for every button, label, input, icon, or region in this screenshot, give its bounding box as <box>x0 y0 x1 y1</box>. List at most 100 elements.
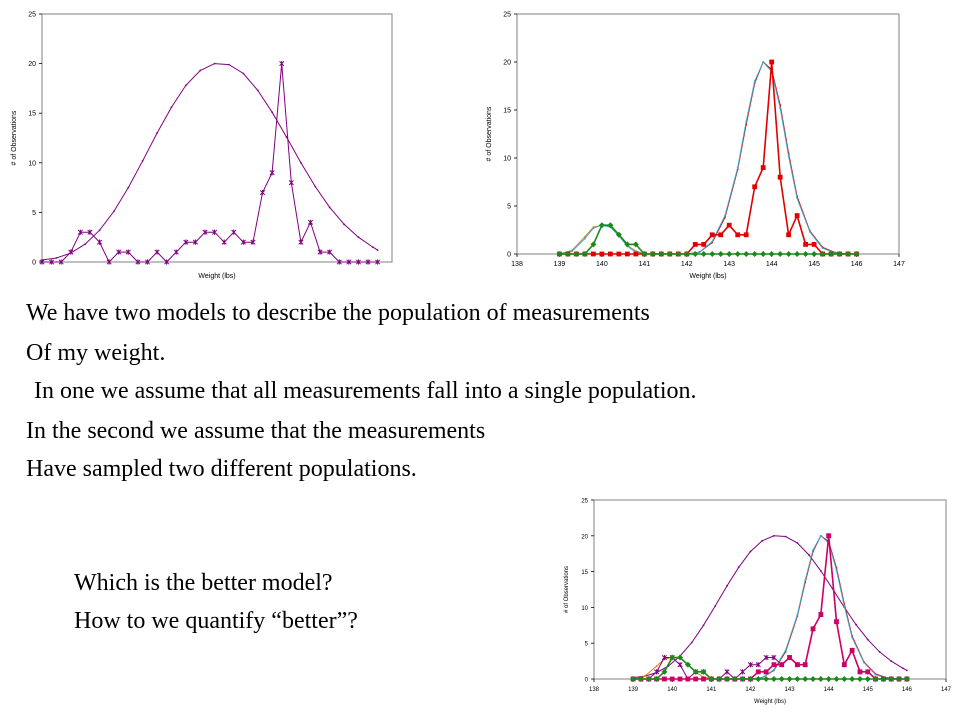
curve-point <box>835 569 838 572</box>
x-axis-label: Weight (lbs) <box>198 273 235 280</box>
curve-point <box>271 111 274 114</box>
curve-point <box>55 257 58 259</box>
y-tick-label: 25 <box>28 12 36 19</box>
data-point <box>192 239 198 245</box>
data-point <box>817 676 824 682</box>
curve-point <box>242 72 245 75</box>
data-point <box>803 242 809 247</box>
data-point <box>841 676 848 682</box>
data-point <box>231 229 237 235</box>
x-tick-label: 146 <box>851 261 863 268</box>
data-point <box>641 251 648 257</box>
data-point <box>96 239 103 245</box>
data-point <box>752 184 758 190</box>
data-point <box>811 242 817 247</box>
data-point <box>87 229 93 235</box>
data-point <box>645 676 652 682</box>
data-point <box>755 669 761 675</box>
curve-point <box>184 84 187 87</box>
curve-point <box>745 120 748 123</box>
text-line-1: We have two models to describe the popul… <box>26 300 650 326</box>
curve-point <box>376 249 379 251</box>
curve-point <box>866 638 869 641</box>
data-point <box>709 251 716 257</box>
data-point <box>802 676 809 682</box>
data-point <box>802 662 808 668</box>
x-tick-label: 147 <box>893 261 905 268</box>
data-point <box>760 165 766 170</box>
x-axis-label: Weight (lbs) <box>754 699 786 705</box>
data-point <box>250 239 256 245</box>
data-point <box>760 251 767 257</box>
y-tick-label: 10 <box>581 606 588 612</box>
y-tick-label: 25 <box>503 12 511 19</box>
data-point <box>777 174 783 180</box>
data-point <box>845 251 852 257</box>
curve-point <box>890 660 893 662</box>
curve-point <box>773 534 775 537</box>
curve-point <box>753 80 756 83</box>
curve-point <box>737 566 740 569</box>
data-point <box>298 239 304 245</box>
curve-point <box>862 661 865 664</box>
text-line-2: Of my weight. <box>26 340 166 366</box>
data-point <box>896 676 903 682</box>
data-point <box>864 676 871 682</box>
x-tick-label: 147 <box>941 687 952 693</box>
question-1: Which is the better model? <box>74 570 333 596</box>
x-tick-label: 139 <box>554 261 566 268</box>
data-point <box>365 259 371 265</box>
curve-point <box>113 210 115 213</box>
data-point <box>630 676 637 682</box>
y-tick-label: 0 <box>32 260 36 267</box>
data-point <box>735 232 741 238</box>
data-point <box>834 619 839 625</box>
y-tick-label: 0 <box>507 252 511 259</box>
curve-point <box>878 650 881 653</box>
data-point <box>723 676 730 682</box>
data-point <box>880 676 887 682</box>
curve-point <box>256 89 259 92</box>
data-point <box>39 259 45 265</box>
data-point <box>653 676 660 682</box>
curve-point <box>213 62 216 65</box>
data-point <box>135 259 141 265</box>
curve-point <box>314 185 317 188</box>
data-point <box>785 251 792 257</box>
data-point <box>726 222 732 228</box>
data-point <box>692 242 698 247</box>
curve-point <box>228 63 230 66</box>
data-point <box>825 676 832 682</box>
text-line-4: In the second we assume that the measure… <box>26 418 486 444</box>
y-tick-label: 15 <box>28 111 36 118</box>
data-point <box>747 676 754 682</box>
data-point <box>888 676 895 682</box>
curve-point <box>156 132 158 134</box>
curve-point <box>821 247 824 250</box>
data-point <box>828 251 835 257</box>
curve-point <box>127 186 130 189</box>
curve-point <box>773 668 775 671</box>
data-point <box>865 669 871 675</box>
data-point <box>598 222 605 229</box>
curve-point <box>761 539 764 542</box>
data-point <box>654 669 660 675</box>
x-tick-label: 142 <box>745 687 756 693</box>
curve-point <box>371 246 374 249</box>
x-tick-label: 141 <box>706 687 717 693</box>
data-point <box>903 676 910 682</box>
data-point <box>624 251 630 257</box>
question-2: How to we quantify “better”? <box>74 608 358 634</box>
data-point <box>857 669 863 675</box>
data-point <box>853 251 860 257</box>
data-point <box>279 61 285 67</box>
data-point <box>240 239 246 245</box>
curve-point <box>300 161 302 164</box>
data-point <box>810 676 817 682</box>
data-point <box>763 669 769 675</box>
data-point <box>763 654 769 661</box>
x-tick-label: 140 <box>667 687 678 693</box>
curve-point <box>784 649 787 652</box>
data-point <box>669 676 675 682</box>
x-tick-label: 140 <box>596 261 608 268</box>
